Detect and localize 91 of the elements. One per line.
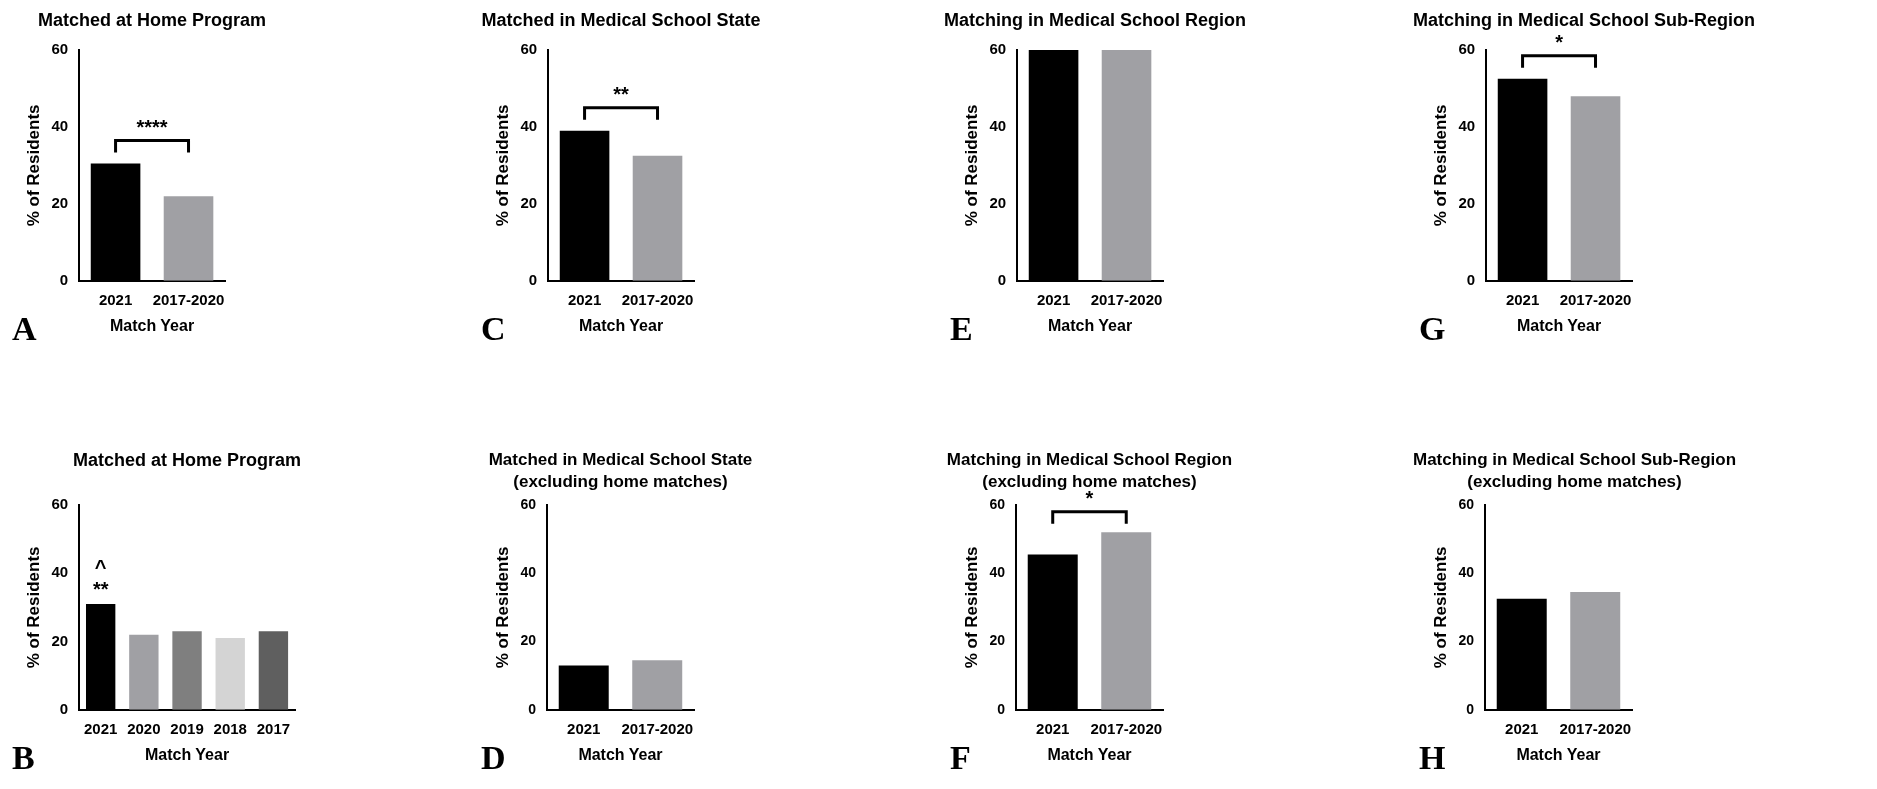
y-axis-title: % of Residents (961, 104, 981, 227)
chart-title: Matched in Medical School State (481, 9, 761, 30)
bar (172, 631, 202, 710)
x-tick-label: 2017-2020 (621, 290, 694, 308)
annotation: ^ (94, 555, 107, 578)
y-tick-label: 0 (997, 700, 1006, 717)
x-axis-title: Match Year (109, 316, 195, 334)
x-tick-label: 2021 (83, 719, 118, 737)
x-axis-title: Match Year (1516, 745, 1601, 763)
y-axis-title: % of Residents (23, 546, 43, 669)
x-axis-title: Match Year (578, 316, 664, 334)
x-tick-label: 2021 (567, 290, 602, 308)
text: A (12, 310, 37, 348)
y-tick-label: 20 (989, 632, 1006, 649)
chart-title: Matched at Home Program (38, 9, 267, 30)
y-tick-label: 60 (1458, 40, 1476, 58)
y-tick-label: 40 (1458, 117, 1476, 135)
y-tick-label: 40 (1458, 564, 1475, 581)
y-tick-label: 40 (51, 117, 69, 135)
x-tick-label: 2017-2020 (1090, 719, 1163, 737)
x-axis-title: Match Year (144, 745, 230, 763)
y-tick-label: 20 (1458, 632, 1475, 649)
x-tick-label: 2021 (1036, 719, 1070, 737)
y-tick-label: 40 (520, 117, 538, 135)
x-tick-label: 2020 (127, 719, 161, 737)
chart-title: Matching in Medical School Sub-Region (excluding home matches) (1413, 450, 1737, 492)
y-tick-label: 60 (989, 40, 1007, 58)
y-tick-label: 40 (989, 564, 1006, 581)
y-axis-title: % of Residents (961, 546, 981, 669)
annotation: **** (136, 115, 168, 138)
x-tick-label: 2019 (170, 719, 204, 737)
x-axis-title: Match Year (1047, 745, 1132, 763)
annotation: ** (92, 577, 109, 600)
y-axis-title: % of Residents (492, 546, 512, 669)
x-axis-title: Match Year (1516, 316, 1602, 334)
x-tick-label: 2021 (1505, 290, 1540, 308)
y-tick-label: 0 (1466, 700, 1475, 717)
bar (258, 631, 289, 710)
text: B (12, 739, 35, 777)
bar (215, 638, 245, 710)
x-tick-label: 2018 (213, 719, 247, 737)
y-axis-title: % of Residents (1430, 104, 1450, 227)
chart-title: Matching in Medical School Sub-Region (1413, 9, 1756, 30)
annotation: * (1555, 31, 1564, 54)
x-tick-label: 2021 (1036, 290, 1071, 308)
y-tick-label: 60 (520, 40, 538, 58)
text: G (1419, 310, 1446, 348)
y-tick-label: 40 (51, 563, 69, 581)
y-tick-label: 0 (997, 270, 1007, 288)
x-tick-label: 2017-2020 (621, 719, 694, 737)
x-axis-title: Match Year (1047, 316, 1133, 334)
y-tick-label: 0 (1466, 270, 1476, 288)
text: E (950, 310, 973, 348)
y-tick-label: 60 (1458, 495, 1475, 512)
y-tick-label: 20 (51, 194, 69, 212)
y-tick-label: 40 (989, 117, 1007, 135)
y-tick-label: 60 (520, 495, 537, 512)
chart-title: Matched in Medical School State (excluding home matches) (488, 450, 753, 492)
text: F (950, 739, 971, 777)
y-tick-label: 20 (1458, 194, 1476, 212)
text: C (481, 310, 506, 348)
x-tick-label: 2017-2020 (152, 290, 225, 308)
y-tick-label: 20 (520, 194, 538, 212)
y-tick-label: 0 (59, 699, 69, 717)
y-tick-label: 0 (528, 270, 538, 288)
chart-title: Matching in Medical School Region (943, 9, 1247, 30)
x-tick-label: 2017-2020 (1090, 290, 1163, 308)
text: H (1419, 739, 1446, 777)
y-axis-title: % of Residents (23, 104, 43, 227)
x-axis-title: Match Year (578, 745, 663, 763)
annotation: ** (613, 83, 630, 106)
x-tick-label: 2017-2020 (1559, 719, 1632, 737)
y-tick-label: 60 (989, 495, 1006, 512)
x-tick-label: 2021 (1505, 719, 1539, 737)
y-tick-label: 0 (59, 270, 69, 288)
y-tick-label: 20 (520, 632, 537, 649)
y-tick-label: 20 (989, 194, 1007, 212)
y-axis-title: % of Residents (492, 104, 512, 227)
y-tick-label: 20 (51, 631, 69, 649)
y-tick-label: 0 (528, 700, 537, 717)
x-tick-label: 2017 (256, 719, 291, 737)
x-tick-label: 2017-2020 (1559, 290, 1632, 308)
text: D (481, 739, 506, 777)
y-tick-label: 60 (51, 495, 69, 513)
y-tick-label: 60 (51, 40, 69, 58)
x-tick-label: 2021 (98, 290, 133, 308)
y-axis-title: % of Residents (1430, 546, 1450, 669)
chart-title: Matched at Home Program (73, 449, 302, 470)
x-tick-label: 2021 (567, 719, 601, 737)
y-tick-label: 40 (520, 564, 537, 581)
bar (129, 634, 159, 710)
